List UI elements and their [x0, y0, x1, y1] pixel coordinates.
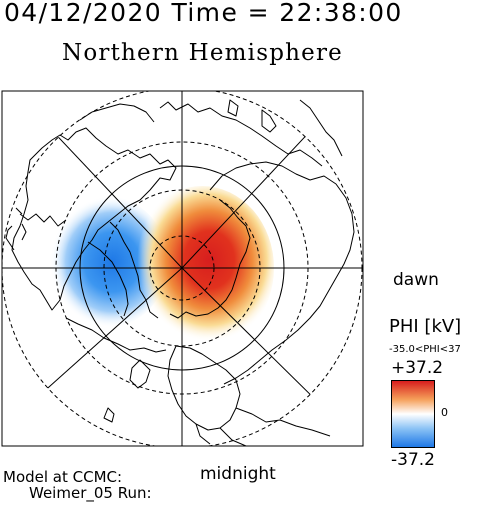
polar-map: [1, 90, 364, 447]
longitude-spoke: [44, 122, 183, 269]
colorbar-range: -35.0<PHI<37: [389, 344, 461, 355]
model-label: Model at CCMC:: [3, 468, 123, 486]
map-frame: [1, 90, 364, 447]
longitude-spoke: [181, 267, 331, 415]
longitude-spoke: [39, 267, 183, 396]
run-label: Weimer_05 Run:: [29, 484, 152, 502]
colorbar-min-label: -37.2: [391, 450, 435, 470]
longitude-spokes: [2, 91, 362, 446]
continent-outlines: [5, 99, 355, 446]
colorbar-zero-label: 0: [441, 406, 448, 419]
colorbar-title: PHI [kV]: [389, 316, 462, 337]
dawn-label: dawn: [393, 270, 439, 290]
hemisphere-title: Northern Hemisphere: [62, 40, 343, 66]
date-time-header: 04/12/2020 Time = 22:38:00: [4, 0, 403, 27]
midnight-label: midnight: [200, 464, 276, 484]
colorbar-max-label: +37.2: [391, 358, 444, 378]
colorbar: [391, 380, 435, 448]
